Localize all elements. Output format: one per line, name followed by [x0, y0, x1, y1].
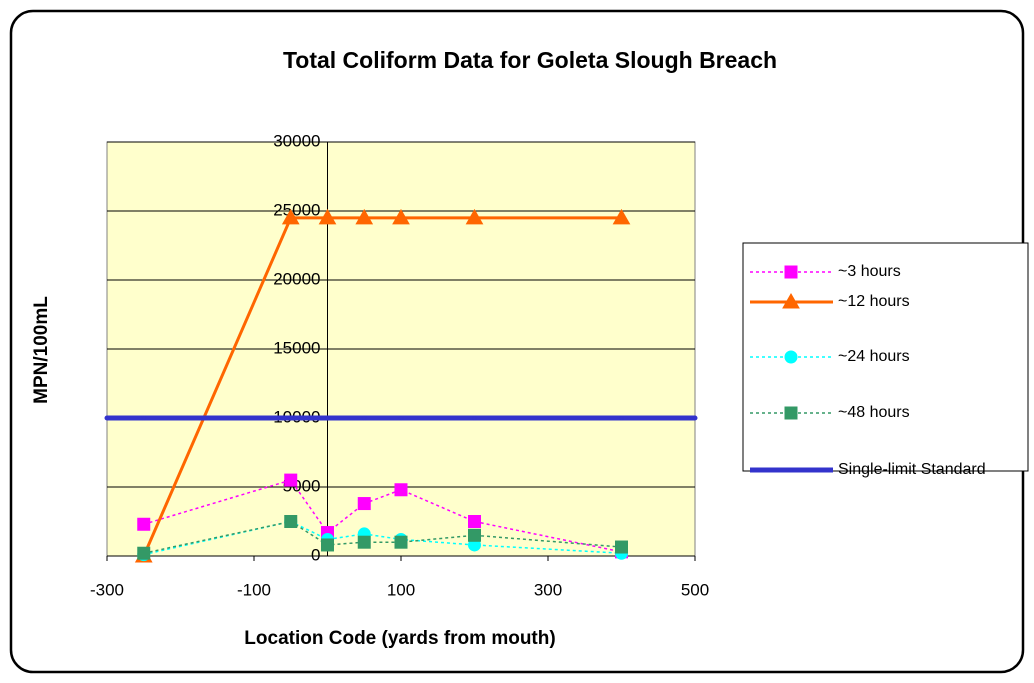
marker	[784, 350, 798, 364]
marker	[284, 515, 298, 528]
marker	[318, 208, 337, 225]
marker	[398, 415, 404, 421]
x-tick-label: -100	[237, 580, 271, 599]
y-tick-label: 25000	[273, 200, 320, 219]
marker	[468, 528, 481, 542]
x-tick-label: 300	[534, 580, 562, 599]
legend-label: ~24 hours	[838, 348, 910, 365]
marker	[468, 515, 481, 528]
y-axis-label: MPN/100mL	[31, 296, 52, 404]
legend-label: ~48 hours	[838, 404, 910, 421]
marker	[141, 415, 147, 421]
marker	[612, 208, 631, 225]
marker	[782, 292, 800, 309]
marker	[361, 415, 367, 421]
marker	[288, 415, 294, 421]
x-tick-label: 100	[387, 580, 415, 599]
marker	[465, 208, 484, 225]
y-tick-label: 20000	[273, 269, 320, 288]
marker	[281, 208, 300, 225]
x-tick-label: 500	[681, 580, 709, 599]
marker	[137, 546, 151, 560]
marker	[321, 538, 334, 552]
x-tick-label: -300	[90, 580, 124, 599]
marker	[357, 497, 371, 511]
marker	[784, 406, 798, 420]
marker	[392, 208, 410, 225]
legend-label: ~12 hours	[838, 293, 910, 310]
marker	[104, 415, 110, 421]
marker	[472, 415, 477, 421]
marker	[355, 208, 374, 225]
y-tick-label: 0	[311, 545, 320, 564]
marker	[788, 467, 794, 473]
y-tick-label: 30000	[273, 131, 320, 150]
marker	[692, 415, 698, 421]
legend-label: ~3 hours	[838, 263, 901, 280]
legend-label: Single-limit Standard	[838, 461, 986, 478]
y-tick-label: 15000	[273, 338, 320, 357]
x-axis-label: Location Code (yards from mouth)	[244, 628, 555, 649]
marker	[784, 265, 798, 279]
marker	[284, 473, 298, 487]
marker	[357, 535, 371, 549]
marker	[137, 517, 151, 531]
marker	[619, 415, 624, 421]
marker	[394, 483, 408, 497]
marker	[325, 415, 330, 421]
marker	[615, 540, 628, 554]
marker	[394, 535, 408, 549]
chart-title: Total Coliform Data for Goleta Slough Br…	[283, 47, 777, 73]
